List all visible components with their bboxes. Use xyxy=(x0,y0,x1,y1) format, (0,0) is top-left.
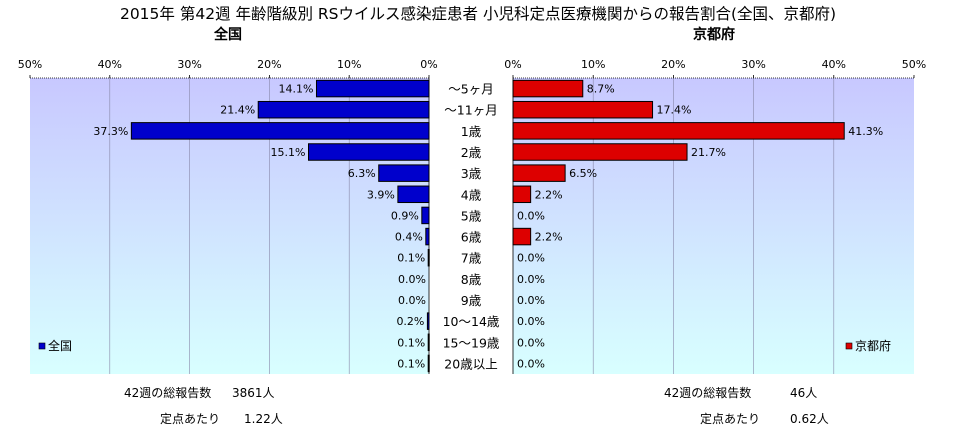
x-axis-ticks-national: 50% 40% 30% 20% 10% 0% xyxy=(18,58,438,374)
category-label: 1歳 xyxy=(461,124,482,139)
data-label-national: 0.4% xyxy=(395,231,423,244)
data-label-kyoto: 2.2% xyxy=(535,231,563,244)
tick-label: 40% xyxy=(98,58,122,71)
footer-national-per-site-value: 1.22人 xyxy=(244,412,283,426)
bar-kyoto xyxy=(512,79,584,98)
footer-kyoto-per-site-value: 0.62人 xyxy=(790,412,829,426)
data-label-kyoto: 6.5% xyxy=(569,167,597,180)
data-label-kyoto: 21.7% xyxy=(691,146,726,159)
data-label-national: 21.4% xyxy=(220,104,255,117)
data-label-national: 0.1% xyxy=(397,336,425,349)
panel-title-kyoto: 京都府 xyxy=(693,26,735,43)
bar-kyoto xyxy=(512,143,688,161)
data-label-national: 3.9% xyxy=(367,188,395,201)
data-label-kyoto: 0.0% xyxy=(517,294,545,307)
category-labels: ～5ヶ月 ～11ヶ月 1歳 2歳 3歳 4歳 5歳 6歳 7歳 8歳 9歳 10～14歳 15～19歳 2… xyxy=(443,82,500,372)
tick-label: 30% xyxy=(177,58,201,71)
tick-label: 20% xyxy=(661,58,685,71)
bar-kyoto xyxy=(512,164,566,182)
data-label-national: 6.3% xyxy=(348,167,376,180)
chart-title: 2015年 第42週 年齢階級別 RSウイルス感染症患者 小児科定点医療機関から… xyxy=(120,5,836,23)
data-label-national: 0.1% xyxy=(397,252,425,265)
data-label-kyoto: 0.0% xyxy=(517,357,545,370)
data-label-national: 14.1% xyxy=(279,83,314,96)
bar-kyoto xyxy=(512,100,654,119)
category-label: 20歳以上 xyxy=(444,356,497,371)
data-label-kyoto: 17.4% xyxy=(657,104,692,117)
legend-swatch-national xyxy=(38,342,46,350)
data-label-kyoto: 8.7% xyxy=(587,83,615,96)
data-label-kyoto: 0.0% xyxy=(517,336,545,349)
bar-national xyxy=(130,122,430,140)
bar-national xyxy=(257,100,430,119)
bar-kyoto xyxy=(512,122,845,140)
tick-label: 0% xyxy=(420,58,437,71)
bar-national xyxy=(425,227,430,246)
bar-national xyxy=(397,185,430,204)
footer-national-per-site-label: 定点あたり xyxy=(160,412,221,426)
category-label: 5歳 xyxy=(461,208,482,223)
category-label: 3歳 xyxy=(461,166,482,181)
bar-national xyxy=(427,333,430,352)
footer-kyoto-total-value: 46人 xyxy=(790,386,818,400)
legend-label-kyoto: 京都府 xyxy=(855,338,891,353)
footer-kyoto-total-label: 42週の総報告数 xyxy=(664,386,752,400)
data-label-kyoto: 0.0% xyxy=(517,315,545,328)
tick-label: 30% xyxy=(741,58,765,71)
footer-kyoto-per-site-label: 定点あたり xyxy=(700,412,761,426)
x-axis-ticks-kyoto: 0% 10% 20% 30% 40% 50% xyxy=(504,58,926,374)
tick-label: 40% xyxy=(822,58,846,71)
data-label-national: 37.3% xyxy=(93,125,128,138)
tick-label: 10% xyxy=(337,58,361,71)
data-label-kyoto: 0.0% xyxy=(517,209,545,222)
data-label-kyoto: 0.0% xyxy=(517,252,545,265)
bar-national xyxy=(315,79,430,98)
bar-national xyxy=(421,206,430,225)
data-label-national: 0.0% xyxy=(398,294,426,307)
category-label: 4歳 xyxy=(461,187,482,202)
data-label-national: 0.0% xyxy=(398,273,426,286)
category-label: ～5ヶ月 xyxy=(448,82,493,97)
bar-national xyxy=(427,248,430,267)
tick-label: 20% xyxy=(257,58,281,71)
legend-national: 全国 xyxy=(38,338,72,353)
data-label-national: 0.9% xyxy=(391,209,419,222)
tick-label: 50% xyxy=(902,58,926,71)
category-label: ～11ヶ月 xyxy=(444,103,497,118)
bar-kyoto xyxy=(512,227,532,246)
footer-national-total-label: 42週の総報告数 xyxy=(124,386,212,400)
bars-national: 14.1% 21.4% 37.3% 15.1% 6.3% 3.9% 0.9% 0.4% 0.1%… xyxy=(93,79,430,373)
category-label: 2歳 xyxy=(461,145,482,160)
data-label-national: 15.1% xyxy=(271,146,306,159)
category-label: 10～14歳 xyxy=(443,314,500,329)
data-label-kyoto: 41.3% xyxy=(848,125,883,138)
bar-kyoto xyxy=(512,185,532,204)
category-label: 15～19歳 xyxy=(443,335,500,350)
legend-label-national: 全国 xyxy=(48,338,72,353)
data-label-national: 0.2% xyxy=(396,315,424,328)
legend-swatch-kyoto xyxy=(845,342,853,350)
footer-national-total-value: 3861人 xyxy=(232,386,275,400)
data-label-kyoto: 2.2% xyxy=(535,188,563,201)
data-label-national: 0.1% xyxy=(397,357,425,370)
bar-national xyxy=(378,164,430,182)
bar-national xyxy=(308,143,430,161)
data-label-kyoto: 0.0% xyxy=(517,273,545,286)
bar-national xyxy=(426,312,430,330)
tick-label: 0% xyxy=(504,58,521,71)
tick-label: 10% xyxy=(581,58,605,71)
legend-kyoto: 京都府 xyxy=(845,338,891,353)
panel-title-national: 全国 xyxy=(213,26,242,43)
category-label: 6歳 xyxy=(461,230,482,245)
category-label: 7歳 xyxy=(461,251,482,266)
bar-national xyxy=(427,354,430,373)
bars-kyoto: 8.7% 17.4% 41.3% 21.7% 6.5% 2.2% 0.0% 2.2% 0.0% 0… xyxy=(512,79,883,370)
tick-label: 50% xyxy=(18,58,42,71)
category-label: 8歳 xyxy=(461,272,482,287)
category-label: 9歳 xyxy=(461,293,482,308)
